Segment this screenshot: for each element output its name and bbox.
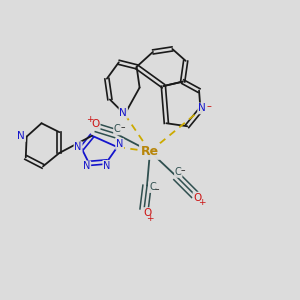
Text: C: C: [175, 167, 181, 177]
Text: +: +: [86, 116, 94, 124]
Text: N: N: [103, 161, 111, 171]
Text: N: N: [119, 108, 127, 118]
Text: O: O: [92, 119, 100, 129]
Text: Re: Re: [141, 145, 159, 158]
Text: –: –: [207, 101, 212, 111]
Text: –: –: [181, 166, 185, 175]
Text: +: +: [199, 198, 206, 207]
Text: N: N: [116, 139, 123, 149]
Text: N: N: [83, 161, 90, 171]
Text: –: –: [154, 185, 159, 194]
Text: O: O: [194, 193, 202, 202]
Text: –: –: [120, 123, 124, 132]
Text: N: N: [17, 131, 25, 141]
Text: O: O: [143, 208, 151, 218]
Text: +: +: [146, 214, 153, 223]
Text: N: N: [74, 142, 82, 152]
Text: C: C: [149, 182, 156, 192]
Text: N: N: [198, 103, 206, 113]
Text: C: C: [114, 124, 121, 134]
